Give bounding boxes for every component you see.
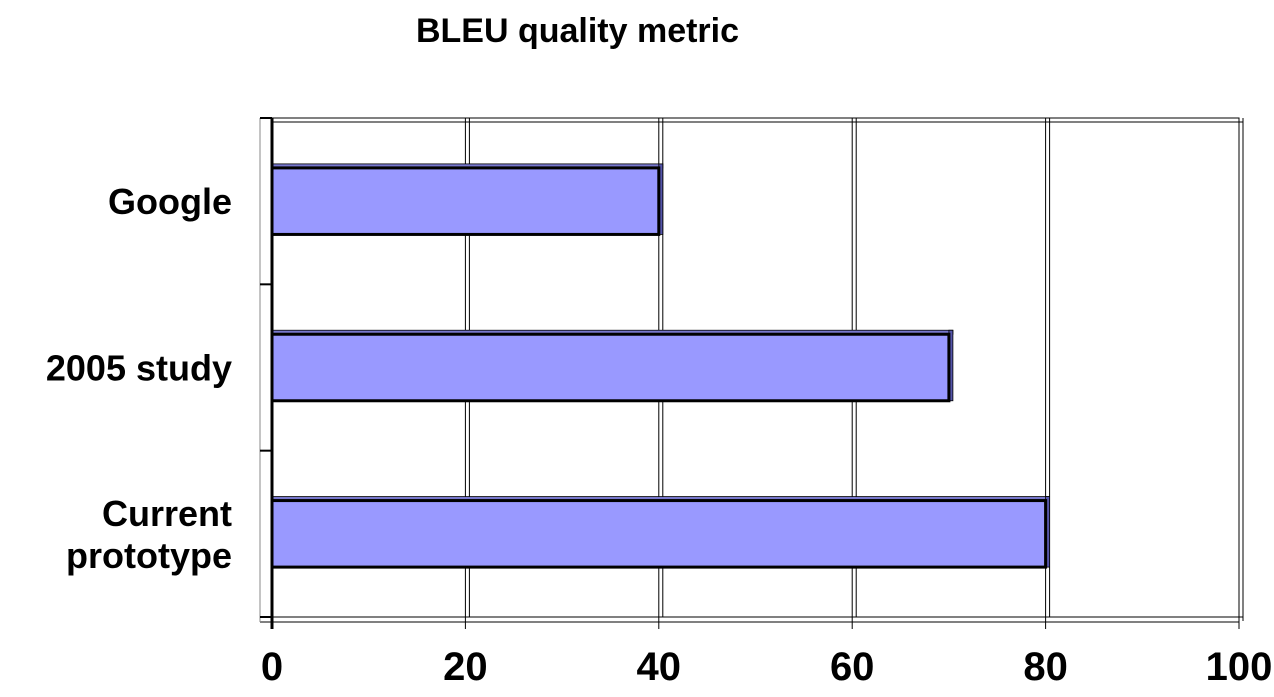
- category-label: prototype: [66, 535, 232, 576]
- axes: [260, 117, 274, 629]
- x-tick-label: 0: [261, 645, 283, 689]
- category-label: Current: [102, 493, 232, 534]
- chart-title: BLEU quality metric: [415, 12, 740, 50]
- bars: [270, 163, 1050, 569]
- x-tick-label: 100: [1206, 645, 1273, 689]
- x-tick-label: 80: [1023, 645, 1068, 689]
- x-tick-label: 20: [443, 645, 488, 689]
- x-tick-label: 60: [830, 645, 875, 689]
- x-tick-label: 40: [637, 645, 682, 689]
- bar: [270, 166, 661, 236]
- bar: [270, 499, 1048, 569]
- category-label: Google: [108, 181, 232, 222]
- category-label: 2005 study: [46, 348, 232, 389]
- x-tick-labels: 0 20 40 60 80 100: [261, 645, 1273, 689]
- bar: [270, 332, 951, 403]
